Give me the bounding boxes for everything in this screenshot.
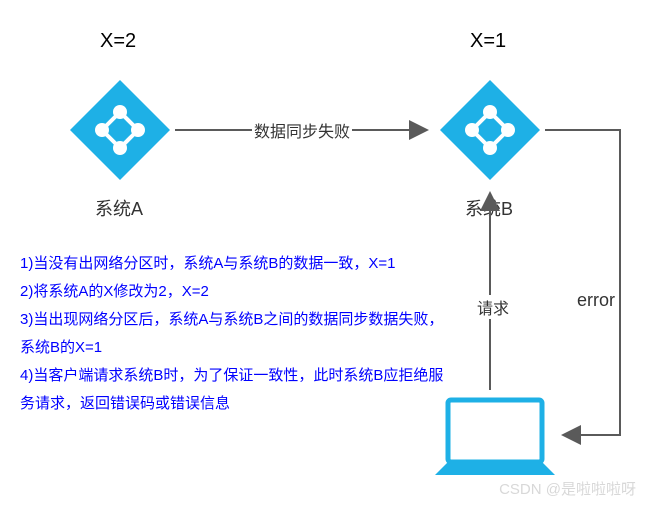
edge-error — [540, 125, 630, 445]
watermark: CSDN @是啦啦啦呀 — [499, 478, 636, 499]
edge-request — [480, 185, 500, 395]
edge-request-label: 请求 — [475, 295, 511, 319]
system-a-value: X=2 — [100, 30, 136, 53]
note-line: 4)当客户端请求系统B时，为了保证一致性，此时系统B应拒绝服务请求，返回错误码或… — [20, 362, 450, 418]
node-system-a — [70, 80, 170, 180]
edge-error-label: error — [575, 290, 617, 311]
edge-sync-label: 数据同步失败 — [252, 118, 352, 142]
system-a-label: 系统A — [95, 195, 143, 221]
note-line: 3)当出现网络分区后，系统A与系统B之间的数据同步数据失败，系统B的X=1 — [20, 306, 450, 362]
notes-block: 1)当没有出网络分区时，系统A与系统B的数据一致，X=1 2)将系统A的X修改为… — [20, 250, 450, 418]
note-line: 1)当没有出网络分区时，系统A与系统B的数据一致，X=1 — [20, 250, 450, 278]
node-system-b — [440, 80, 540, 180]
note-line: 2)将系统A的X修改为2，X=2 — [20, 278, 450, 306]
system-b-value: X=1 — [470, 30, 506, 53]
